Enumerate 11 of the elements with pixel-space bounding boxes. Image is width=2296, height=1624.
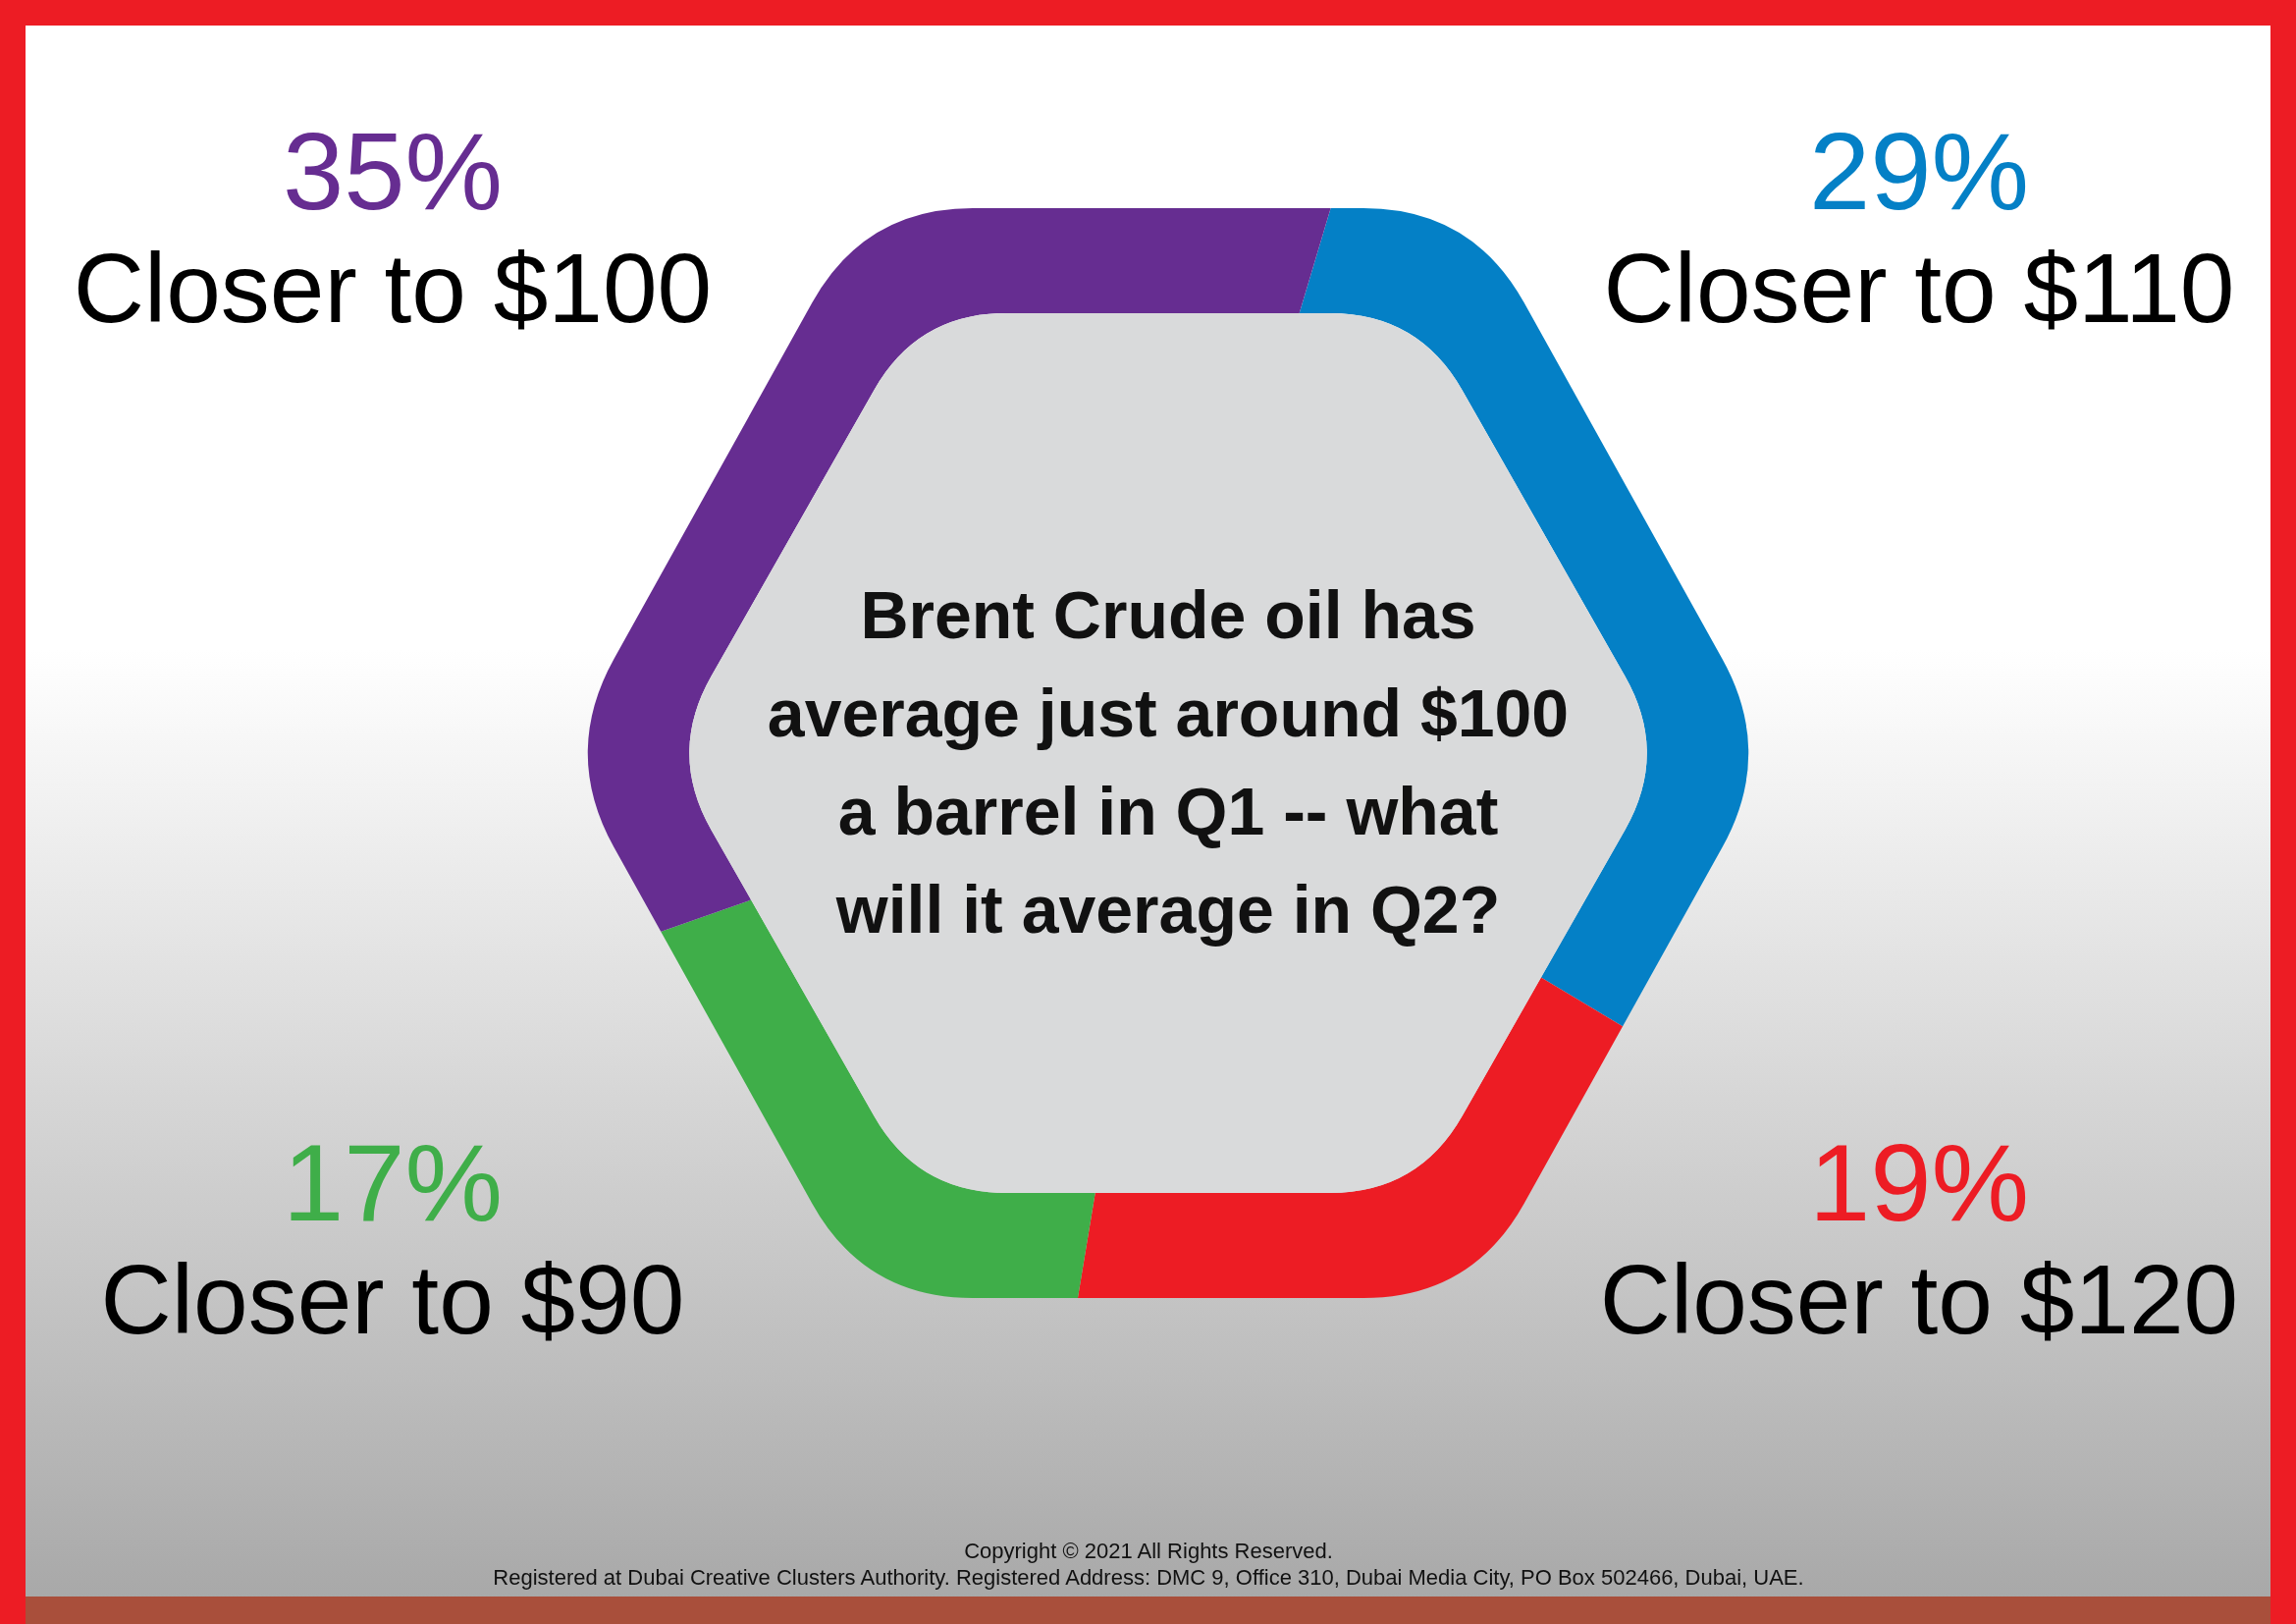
slice-label: Closer to $100 (73, 233, 713, 343)
data-label: 35% (282, 110, 504, 233)
text: Brent Crude oil has average just around $100 a barrel in Q1 -- what will it average in Q2? (767, 577, 1570, 947)
data-label: 17% (282, 1121, 504, 1244)
slice-label: Closer to $120 (1599, 1244, 2239, 1354)
data-label: 19% (1808, 1121, 2030, 1244)
text: Copyright © 2021 All Rights Reserved. (964, 1539, 1333, 1563)
slice-label: Closer to $110 (1603, 233, 2235, 343)
data-label: 29% (1808, 110, 2030, 233)
text: Registered at Dubai Creative Clusters Authority. Registered Address: DMC 9, Office 310, Dubai Media City, PO Box 502466, Dubai, UAE. (493, 1565, 1804, 1590)
slice-label: Closer to $90 (100, 1244, 685, 1354)
